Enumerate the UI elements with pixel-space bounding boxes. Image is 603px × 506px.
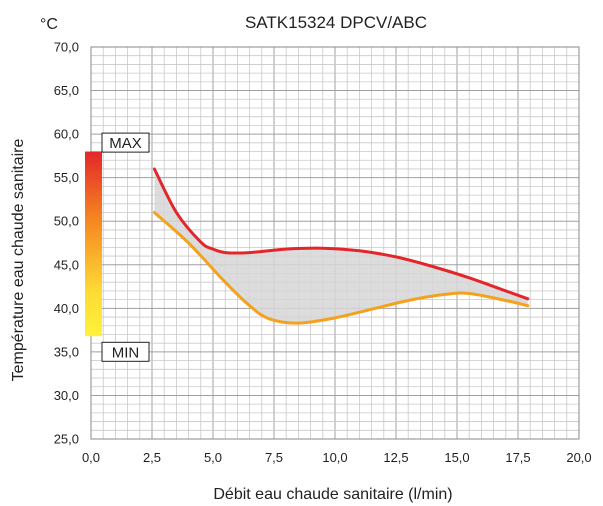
x-tick-label: 5,0 xyxy=(204,450,222,465)
x-tick-label: 7,5 xyxy=(265,450,283,465)
min-label: MIN xyxy=(112,344,140,361)
band-fill xyxy=(154,169,528,324)
x-tick-labels: 0,0 2,5 5,0 7,5 10,0 12,5 15,0 17,5 20,0 xyxy=(82,450,592,465)
y-tick-labels: 70,0 65,0 60,0 55,0 50,0 45,0 40,0 35,0 30,0 25,0 xyxy=(54,40,79,447)
x-tick-label: 2,5 xyxy=(143,450,161,465)
x-tick-label: 20,0 xyxy=(566,450,591,465)
x-tick-label: 10,0 xyxy=(322,450,347,465)
y-tick-label: 65,0 xyxy=(54,83,79,98)
series-line-min xyxy=(152,211,530,325)
band-area xyxy=(154,169,528,324)
min-label-box xyxy=(101,341,150,362)
y-tick-label: 35,0 xyxy=(54,344,79,359)
temperature-scale: MAX MIN xyxy=(85,132,150,362)
x-tick-label: 15,0 xyxy=(444,450,469,465)
series-line-max xyxy=(152,167,530,301)
x-tick-label: 17,5 xyxy=(505,450,530,465)
y-tick-label: 30,0 xyxy=(54,388,79,403)
y-tick-label: 55,0 xyxy=(54,170,79,185)
y-tick-label: 50,0 xyxy=(54,214,79,229)
x-tick-label: 0,0 xyxy=(82,450,100,465)
gridlines xyxy=(90,46,580,440)
max-label-box xyxy=(101,132,150,153)
chart-title: SATK15324 DPCV/ABC xyxy=(245,13,427,32)
max-label: MAX xyxy=(109,135,142,152)
x-tick-label: 12,5 xyxy=(383,450,408,465)
series-lines xyxy=(152,167,530,325)
y-tick-label: 40,0 xyxy=(54,301,79,316)
y-tick-label: 60,0 xyxy=(54,127,79,142)
y-axis-label: Température eau chaude sanitaire xyxy=(10,138,27,381)
x-axis-label: Débit eau chaude sanitaire (l/min) xyxy=(213,486,452,503)
y-tick-label: 70,0 xyxy=(54,40,79,55)
y-tick-label: 25,0 xyxy=(54,432,79,447)
scale-gradient-bar xyxy=(85,151,102,337)
y-tick-label: 45,0 xyxy=(54,257,79,272)
y-unit-label: °C xyxy=(40,16,58,33)
